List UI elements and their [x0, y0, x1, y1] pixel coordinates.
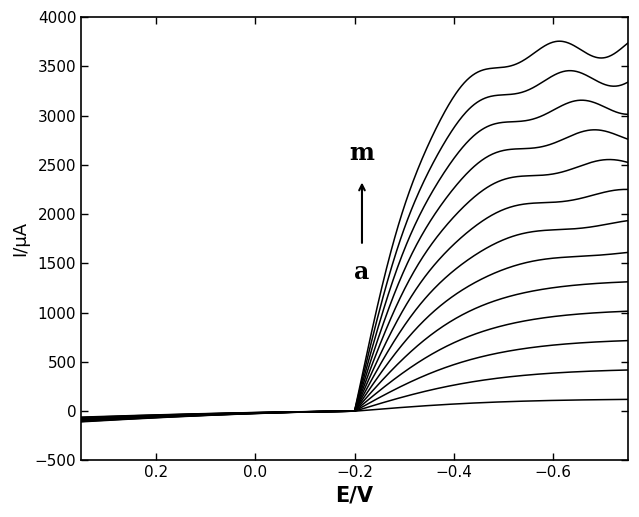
Text: m: m [350, 141, 374, 165]
X-axis label: E/V: E/V [335, 486, 374, 506]
Y-axis label: I/μA: I/μA [11, 221, 29, 256]
Text: a: a [355, 261, 369, 284]
